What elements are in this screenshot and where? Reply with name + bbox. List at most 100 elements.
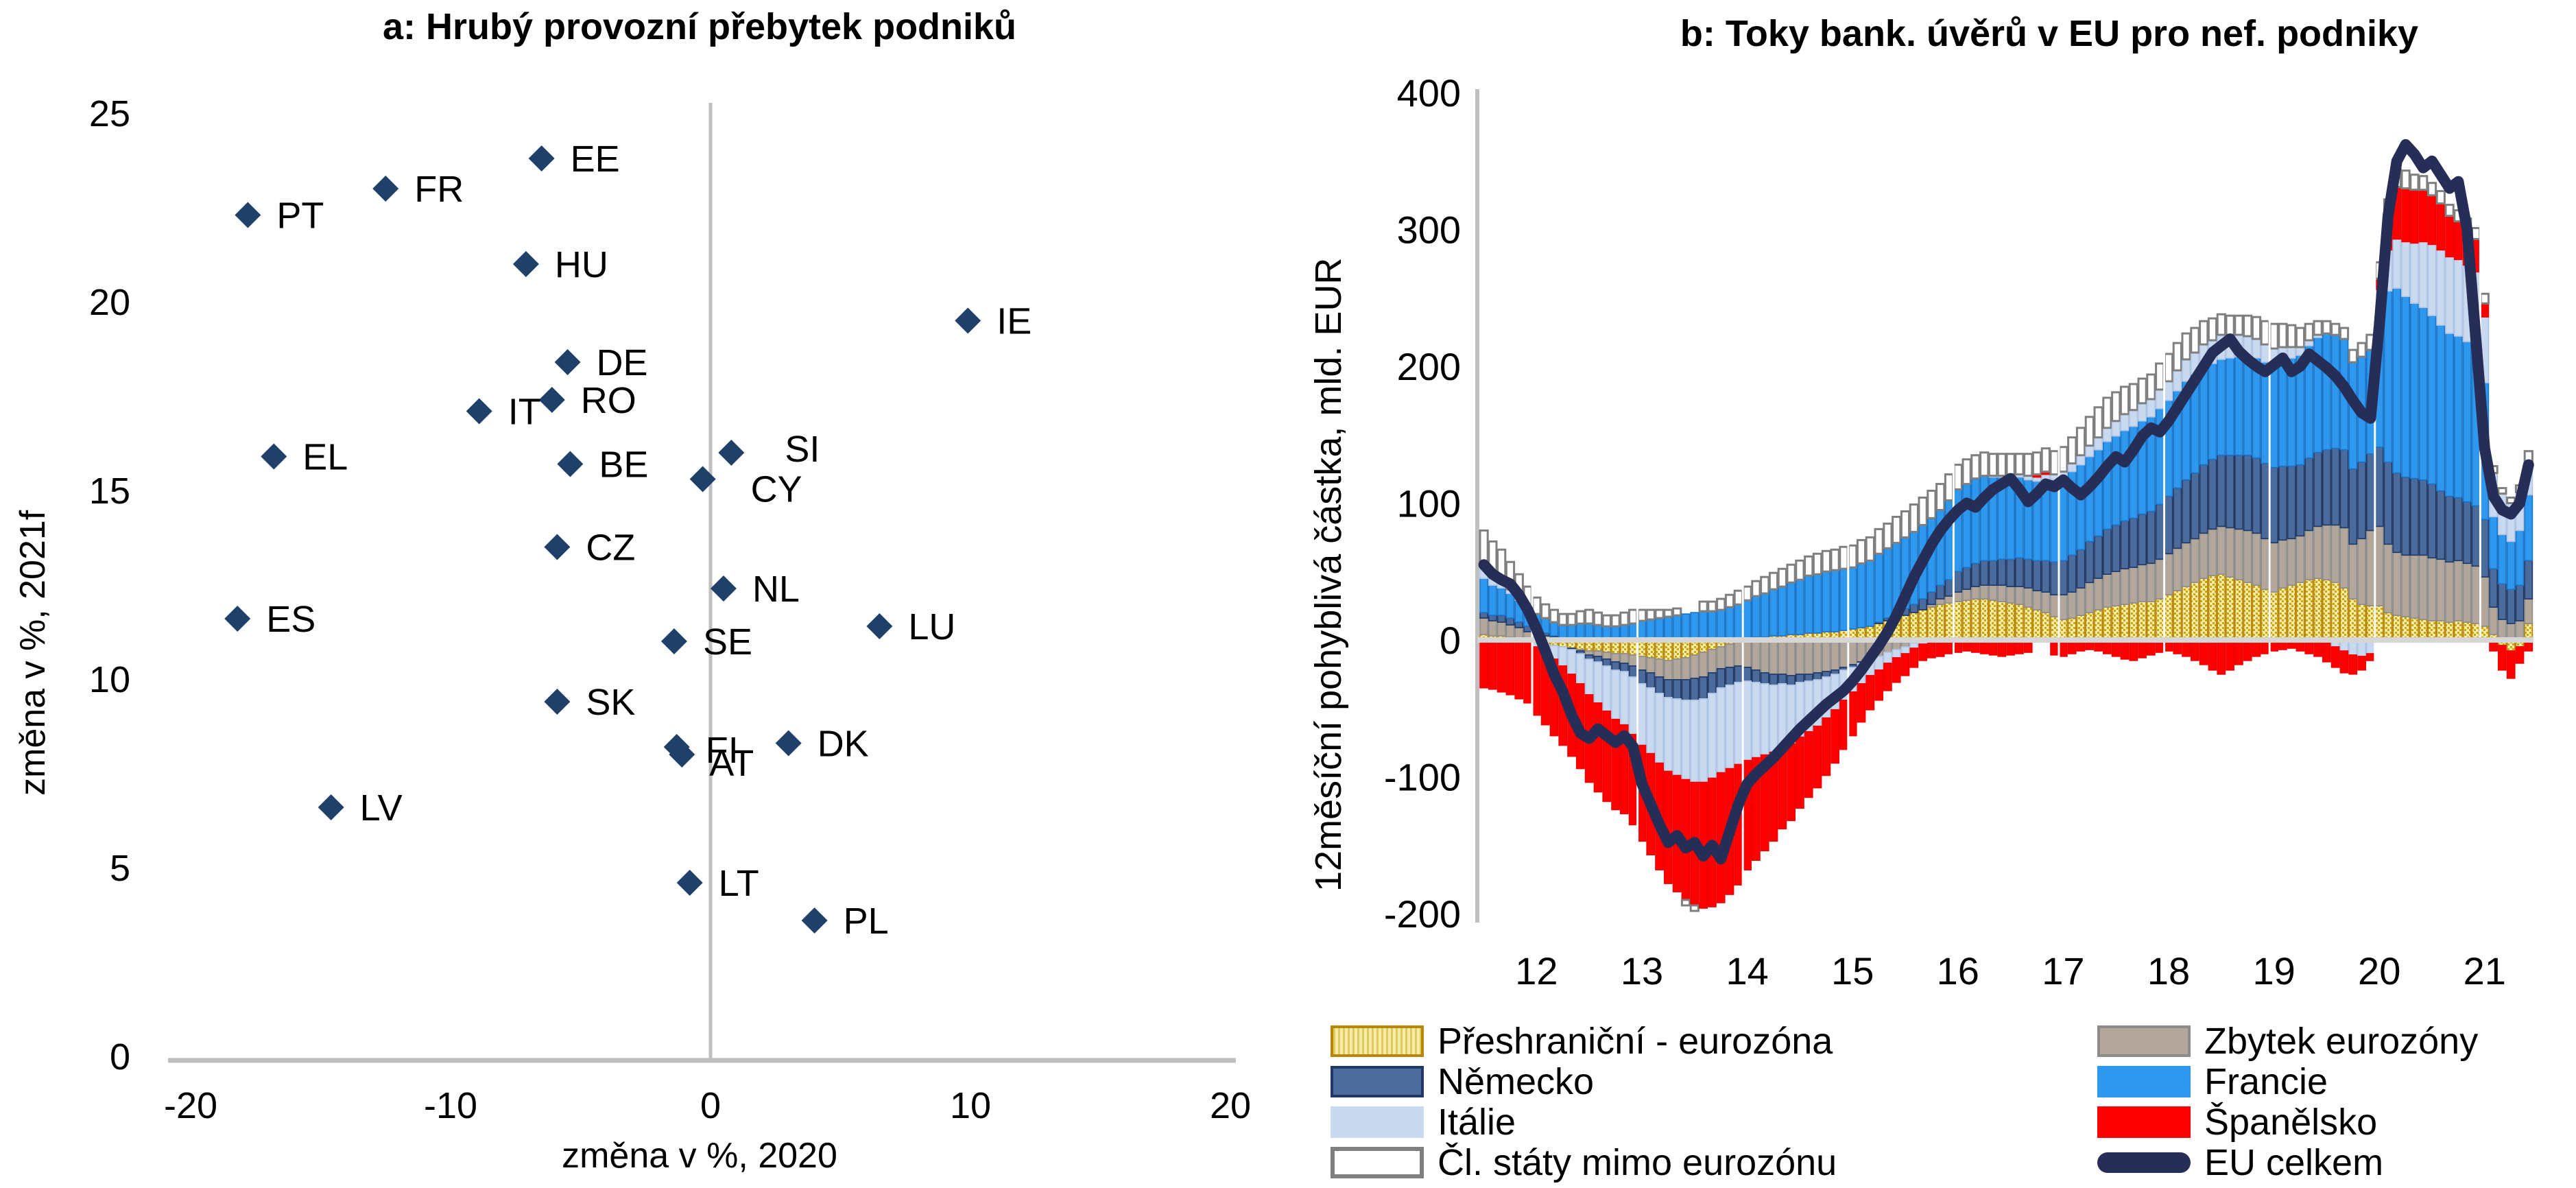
- bar-segment-tan: [1953, 591, 1963, 603]
- bar-segment-blue: [1830, 569, 1839, 632]
- bar-segment-tan: [1970, 586, 1980, 600]
- bar-segment-hatch-yellow: [1988, 599, 1998, 641]
- bar-segment-red: [2191, 639, 2199, 661]
- bar-segment-tan: [2067, 591, 2077, 619]
- bar-segment-hatch-yellow: [2155, 598, 2164, 641]
- bar-segment-tan: [2094, 578, 2103, 610]
- bar-segment-outline: [2243, 314, 2253, 337]
- bar-segment-red: [2234, 639, 2243, 665]
- bar-segment-darkblue: [2050, 561, 2059, 595]
- bar-segment-hatch-yellow: [1918, 609, 1927, 641]
- bar-segment-outline: [1883, 522, 1893, 549]
- bar-segment-tan: [1646, 657, 1656, 674]
- bar-segment-outline: [1953, 464, 1963, 490]
- bar-segment-red: [2330, 646, 2340, 668]
- bar-segment-darkblue: [2067, 554, 2077, 593]
- bar-segment-blue: [1725, 606, 1734, 641]
- bar-segment-outline: [1892, 516, 1902, 544]
- bar-segment-darkblue: [2103, 528, 2112, 575]
- bar-segment-outline: [2444, 204, 2455, 217]
- bar-segment-darkblue: [1611, 661, 1620, 671]
- bar-segment-outline: [1961, 458, 1972, 486]
- b-x-tick-label: 19: [2252, 949, 2295, 993]
- bar-segment-darkblue: [2015, 557, 2024, 587]
- legend-label: Itálie: [1438, 1101, 1516, 1143]
- bar-segment-outline: [2181, 332, 2191, 361]
- bar-segment-tan: [1787, 639, 1796, 676]
- bar-segment-hatch-yellow: [1970, 598, 1980, 641]
- bar-segment-tan: [1734, 641, 1743, 667]
- bar-segment-hatch-yellow: [2111, 605, 2121, 641]
- bar-segment-darkblue: [2357, 461, 2366, 540]
- bar-segment-darkblue: [2252, 457, 2261, 534]
- bar-segment-darkblue: [2330, 447, 2340, 526]
- bar-segment-outline: [1689, 904, 1700, 912]
- bar-segment-tan: [2129, 567, 2138, 604]
- bar-segment-tan: [1488, 620, 1497, 637]
- bar-segment-darkblue: [2041, 560, 2051, 593]
- bar-segment-blue: [1839, 568, 1848, 631]
- bar-segment-red: [2445, 215, 2454, 258]
- b-y-tick-label: 0: [1440, 619, 1461, 662]
- bar-segment-hatch-yellow: [2330, 582, 2340, 641]
- bar-segment-tan: [2322, 524, 2331, 581]
- bar-segment-outline: [2357, 342, 2367, 358]
- b-x-tick-label: 20: [2358, 949, 2400, 993]
- bar-segment-blue: [1716, 609, 1726, 641]
- legend-label: Čl. státy mimo eurozónu: [1438, 1141, 1837, 1183]
- a-y-tick-label: 15: [89, 471, 130, 512]
- bar-segment-hatch-yellow: [2252, 584, 2261, 641]
- bar-segment-red: [1909, 648, 1919, 668]
- bar-segment-red: [1813, 725, 1822, 789]
- a-x-tick-label: 20: [1210, 1085, 1251, 1126]
- bar-segment-outline: [1804, 555, 1814, 577]
- bar-segment-tan: [1795, 639, 1804, 675]
- bar-segment-darkblue: [2401, 476, 2410, 556]
- bar-segment-darkblue: [1909, 604, 1919, 613]
- diamond-marker-icon: [660, 628, 687, 654]
- bar-segment-hatch-yellow: [1663, 639, 1673, 661]
- bar-segment-outline: [2190, 326, 2200, 354]
- scatter-point-label: HU: [555, 244, 608, 285]
- bar-segment-blue: [2085, 455, 2095, 543]
- bar-segment-red: [1523, 639, 1532, 704]
- bar-segment-red: [1760, 754, 1769, 852]
- bar-segment-red: [2410, 189, 2419, 244]
- bar-segment-tan: [1725, 643, 1734, 668]
- bar-segment-lightblue: [1619, 671, 1629, 726]
- bar-segment-tan: [1663, 660, 1673, 680]
- bar-segment-darkblue: [1935, 584, 1945, 599]
- bar-segment-lightblue: [2454, 259, 2463, 337]
- bar-segment-lightblue: [1672, 698, 1682, 776]
- bar-segment-blue: [2217, 359, 2226, 456]
- bar-segment-blue: [2392, 287, 2402, 474]
- bar-segment-darkblue: [1584, 654, 1594, 660]
- bar-segment-darkblue: [2304, 457, 2314, 532]
- bar-segment-tan: [2050, 594, 2059, 617]
- bar-segment-blue: [2462, 341, 2472, 503]
- bar-segment-lightblue: [2111, 420, 2121, 437]
- bar-segment-darkblue: [2094, 535, 2103, 580]
- bar-segment-blue: [2076, 464, 2086, 551]
- bar-segment-tan: [1628, 654, 1638, 667]
- bar-segment-darkblue: [1681, 679, 1691, 701]
- bar-segment-tan: [1681, 657, 1691, 680]
- bar-segment-hatch-yellow: [2304, 579, 2314, 641]
- bar-segment-red: [2129, 639, 2138, 661]
- bar-segment-darkblue: [1997, 558, 2007, 586]
- bar-segment-outline: [1645, 608, 1656, 621]
- bar-segment-tan: [1505, 624, 1515, 638]
- bar-segment-blue: [1778, 586, 1787, 637]
- bar-segment-outline: [1724, 593, 1735, 608]
- bar-segment-tan: [2191, 538, 2199, 584]
- bar-segment-darkblue: [2313, 451, 2322, 527]
- diamond-marker-icon: [775, 730, 802, 757]
- bar-segment-red: [1479, 639, 1488, 689]
- bar-segment-tan: [1997, 584, 2007, 602]
- bar-segment-blue: [2111, 435, 2121, 526]
- bar-segment-darkblue: [2366, 453, 2375, 532]
- bar-segment-darkblue: [2120, 520, 2130, 570]
- bar-segment-outline: [2435, 190, 2446, 205]
- bar-segment-blue: [1795, 579, 1804, 635]
